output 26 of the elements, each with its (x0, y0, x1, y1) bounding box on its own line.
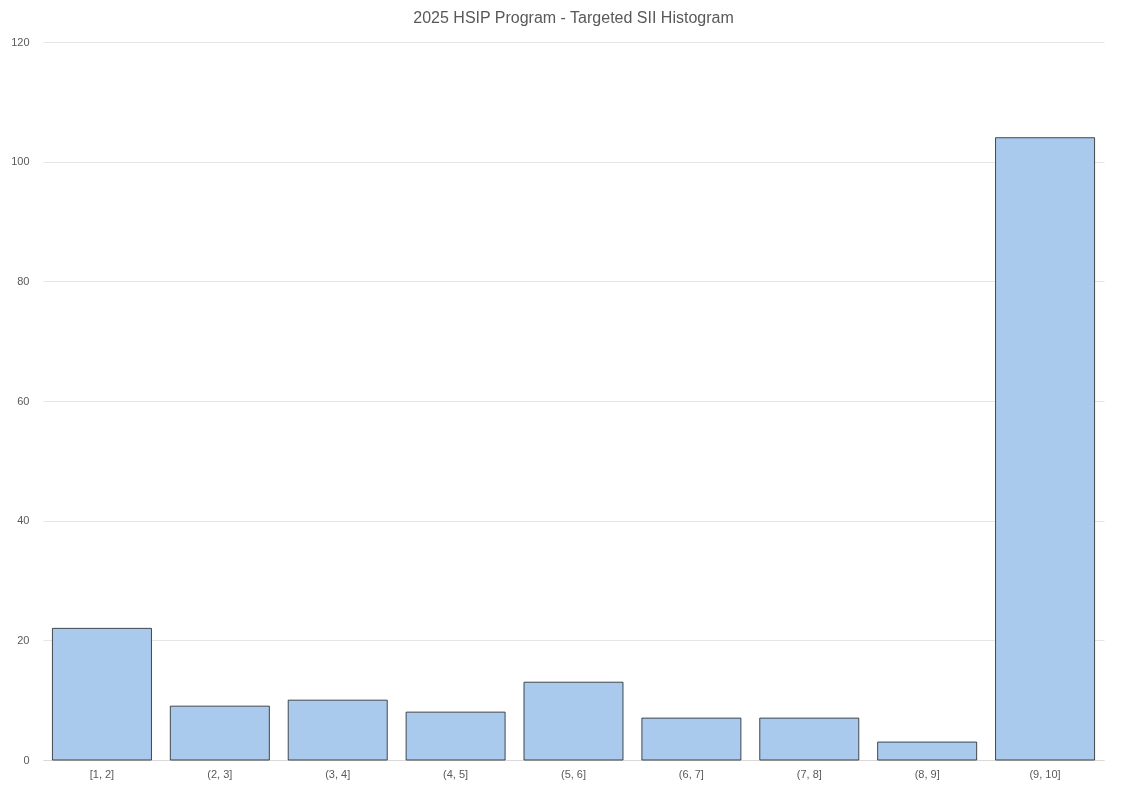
x-tick-label: (8, 9] (914, 767, 940, 780)
y-tick-label: 100 (11, 155, 30, 168)
bar (287, 699, 388, 761)
bar (405, 711, 506, 761)
x-tick-label: (3, 4] (325, 767, 351, 780)
chart-title: 2025 HSIP Program - Targeted SII Histogram (413, 9, 734, 26)
bar (995, 137, 1095, 761)
bar (877, 741, 978, 761)
y-tick-label: 60 (17, 394, 30, 407)
x-tick-label: (9, 10] (1029, 767, 1061, 780)
x-tick-label: (4, 5] (443, 767, 469, 780)
bar (641, 717, 742, 761)
y-tick-label: 0 (23, 753, 30, 766)
bar (52, 627, 152, 761)
y-tick-label: 20 (17, 633, 30, 646)
x-tick-label: (6, 7] (678, 767, 704, 780)
bar (169, 705, 270, 761)
bar (523, 681, 624, 761)
x-tick-label: (2, 3] (207, 767, 233, 780)
x-tick-label: [1, 2] (89, 767, 115, 780)
y-tick-label: 120 (11, 35, 30, 48)
x-tick-label: (5, 6] (560, 767, 587, 780)
y-tick-label: 80 (17, 274, 30, 287)
bar (759, 717, 860, 761)
x-tick-label: (7, 8] (796, 767, 822, 780)
y-tick-label: 40 (17, 514, 30, 527)
